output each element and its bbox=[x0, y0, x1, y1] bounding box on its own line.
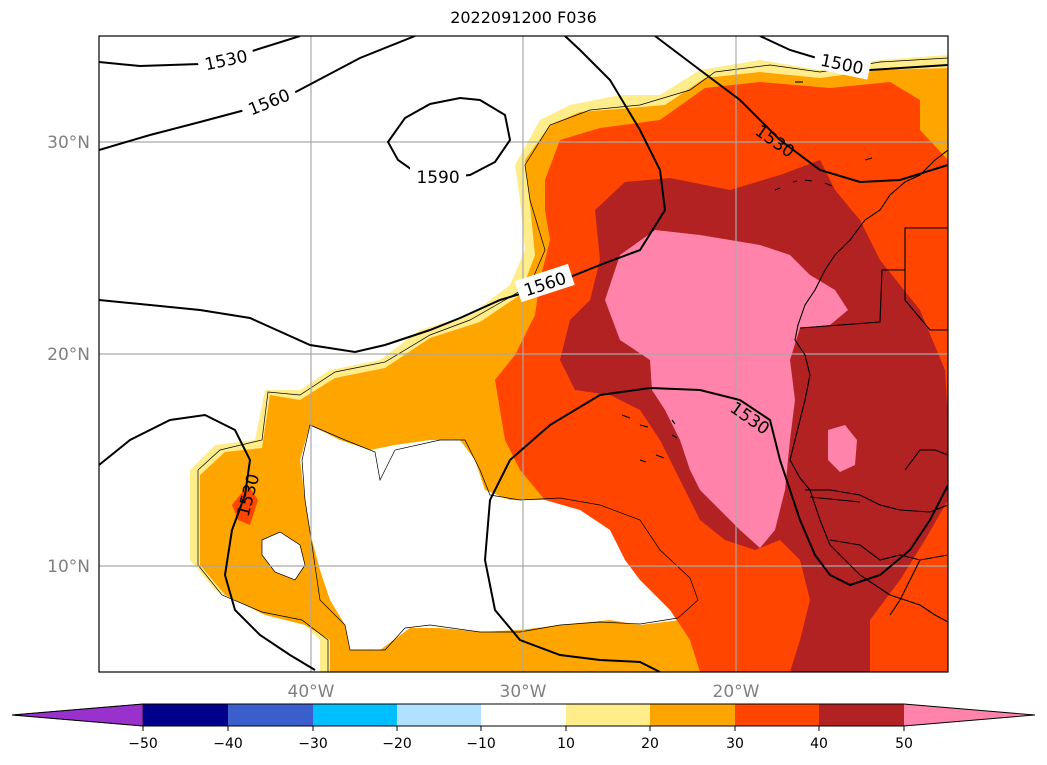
colorbar-tick-label-50: 50 bbox=[895, 736, 913, 752]
colorbar-extend-max bbox=[904, 704, 1035, 726]
fill-hole-b bbox=[262, 532, 305, 580]
lat-label-10n: 10°N bbox=[47, 557, 90, 577]
map-title: 2022091200 F036 bbox=[450, 8, 597, 27]
coastline-africa bbox=[789, 149, 948, 623]
cape-verde-islands bbox=[621, 414, 678, 463]
height-contours bbox=[99, 36, 948, 672]
map-frame bbox=[98, 35, 949, 673]
contour-1530-south bbox=[99, 413, 316, 671]
colorbar-tick-label-m50: −50 bbox=[128, 736, 158, 752]
colorbar-tick-label-40: 40 bbox=[810, 736, 828, 752]
border-interior bbox=[889, 559, 921, 616]
contour-1560-main bbox=[99, 36, 667, 354]
colorbar-segment-m10-10 bbox=[481, 704, 566, 726]
lon-label-40w: 40°W bbox=[288, 682, 335, 702]
colorbar-tick-label-m40: −40 bbox=[213, 736, 243, 752]
fill-band-above-50 bbox=[605, 230, 848, 548]
lon-label-20w: 20°W bbox=[713, 682, 760, 702]
colorbar-segment-m40-m30 bbox=[228, 704, 313, 726]
shading-edge-hole bbox=[301, 424, 699, 651]
svg-text:1530: 1530 bbox=[203, 47, 249, 76]
colorbar-tick-label-m10: −10 bbox=[466, 736, 496, 752]
anomaly-fill-layer bbox=[190, 55, 948, 672]
shading-edge-hole-b bbox=[261, 531, 306, 581]
border-gambia bbox=[809, 496, 861, 503]
border-mauritania bbox=[904, 270, 948, 331]
contour-label-1530-nw: 1530 bbox=[196, 42, 256, 76]
colorbar-tick-label-20: 20 bbox=[641, 736, 659, 752]
colorbar-segment-m30-m20 bbox=[313, 704, 397, 726]
lon-label-30w: 30°W bbox=[500, 682, 547, 702]
svg-text:1590: 1590 bbox=[416, 168, 459, 188]
colorbar-tick-label-10: 10 bbox=[557, 736, 575, 752]
colorbar-tick-marks bbox=[142, 726, 905, 731]
colorbar-tick-label-30: 30 bbox=[726, 736, 744, 752]
contour-label-1560-nw: 1560 bbox=[238, 80, 299, 122]
contour-1530-trough bbox=[483, 386, 948, 672]
colorbar-segment-m50-m40 bbox=[143, 704, 228, 726]
colorbar: −50 −40 −30 −20 −10 10 20 30 40 50 bbox=[11, 703, 1036, 752]
border-mali bbox=[904, 449, 948, 471]
colorbar-segment-30-40 bbox=[735, 704, 819, 726]
coastlines bbox=[621, 81, 948, 623]
border-guinea bbox=[829, 539, 948, 561]
colorbar-segment-20-30 bbox=[650, 704, 735, 726]
colorbar-extend-min bbox=[11, 703, 144, 727]
lat-label-20n: 20°N bbox=[47, 345, 90, 365]
colorbar-tick-label-m30: −30 bbox=[298, 736, 328, 752]
fill-hole-a bbox=[300, 425, 700, 650]
colorbar-tick-label-m20: −20 bbox=[382, 736, 412, 752]
canary-islands bbox=[774, 157, 873, 191]
colorbar-segment-10-20 bbox=[566, 704, 650, 726]
colorbar-segment-40-50 bbox=[819, 704, 904, 726]
lat-label-30n: 30°N bbox=[47, 133, 90, 153]
border-senegal bbox=[805, 489, 948, 513]
fill-band-above-50-small bbox=[828, 425, 857, 472]
contour-1530-main bbox=[654, 36, 948, 184]
contour-1560-nw bbox=[99, 36, 416, 151]
colorbar-segment-m20-m10 bbox=[397, 704, 481, 726]
contour-label-1590: 1590 bbox=[410, 165, 466, 188]
border-west-sahara bbox=[799, 227, 948, 329]
gridlines bbox=[99, 36, 948, 672]
